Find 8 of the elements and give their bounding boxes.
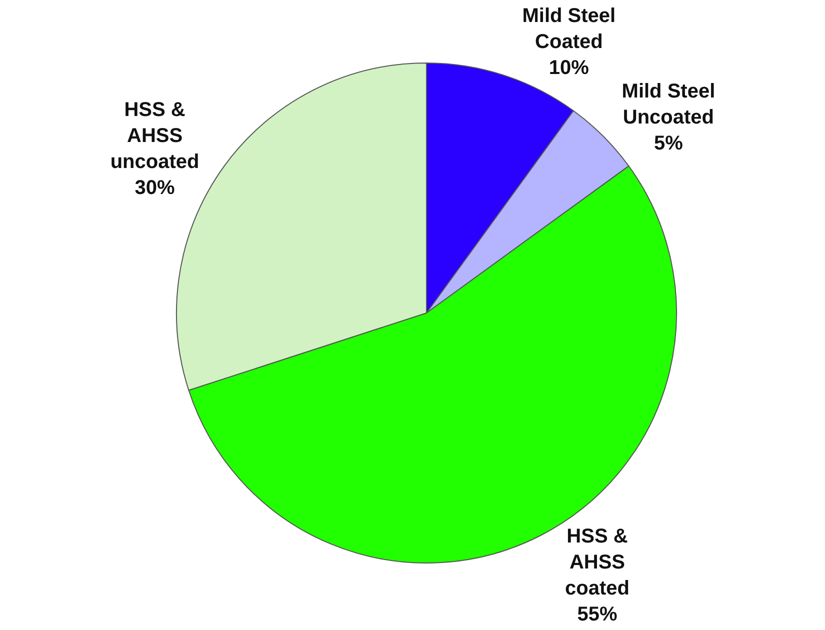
data-label: 55% (577, 603, 618, 626)
slice-label: HSS & AHSS coated (565, 525, 630, 600)
data-label: 10% (548, 56, 590, 79)
slice-label: Mild Steel Coated (522, 4, 616, 53)
slice-label: HSS & AHSS uncoated (110, 98, 200, 173)
data-label: 30% (134, 176, 176, 199)
slice-label: Mild Steel Uncoated (622, 80, 716, 129)
data-label: 5% (654, 132, 684, 155)
